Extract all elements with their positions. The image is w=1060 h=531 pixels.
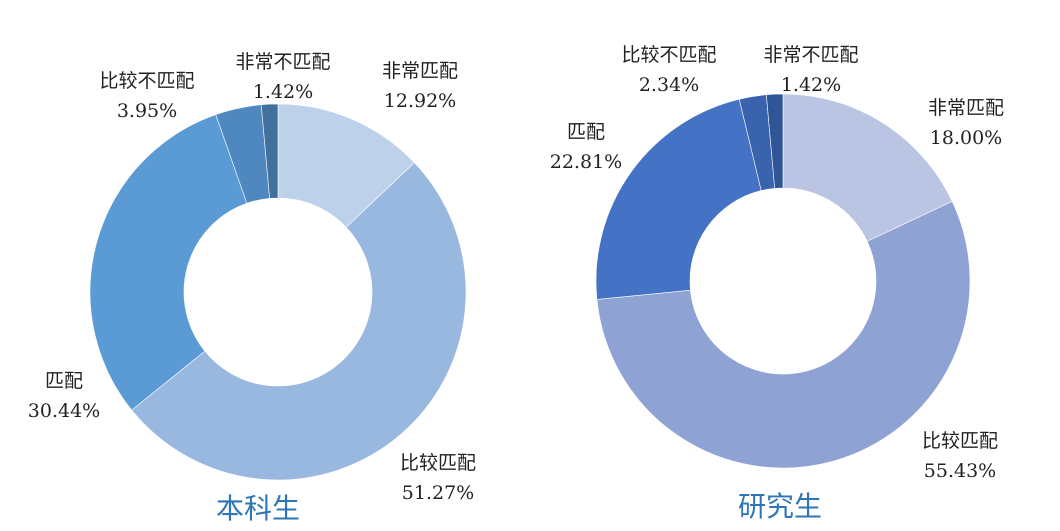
label-value: 3.95% (116, 100, 178, 122)
label-value: 12.92% (383, 90, 457, 112)
donut-slice (260, 103, 279, 199)
donut-slice (595, 98, 762, 300)
donut-slice (131, 162, 467, 481)
label-right-very-match: 非常匹配 18.00% (928, 93, 1004, 153)
label-left-fairly-mismatch: 比较不匹配 3.95% (99, 66, 194, 126)
label-name: 非常不匹配 (235, 51, 331, 73)
label-name: 比较不匹配 (621, 44, 717, 66)
label-value: 55.43% (923, 460, 997, 482)
label-value: 2.34% (638, 74, 700, 96)
label-right-match: 匹配 22.81% (550, 117, 622, 177)
label-name: 比较匹配 (399, 452, 477, 474)
donut-slice (89, 114, 248, 411)
label-value: 1.42% (252, 81, 314, 103)
donut-slice (596, 200, 971, 469)
donut-slice (766, 93, 784, 189)
label-left-match: 匹配 30.44% (28, 366, 100, 426)
label-value: 18.00% (929, 127, 1003, 149)
label-name: 匹配 (44, 370, 84, 392)
label-name: 非常匹配 (927, 97, 1005, 119)
label-left-very-match: 非常匹配 12.92% (382, 56, 458, 116)
label-name: 非常不匹配 (763, 44, 859, 66)
label-name: 比较匹配 (921, 430, 999, 452)
label-right-very-mismatch: 非常不匹配 1.42% (763, 40, 858, 100)
label-value: 1.42% (780, 74, 842, 96)
label-name: 比较不匹配 (99, 70, 195, 92)
label-value: 30.44% (27, 400, 101, 422)
chart-title-undergraduate: 本科生 (215, 492, 301, 525)
label-value: 51.27% (401, 482, 475, 504)
donut-slice (782, 93, 953, 242)
label-right-fairly-mismatch: 比较不匹配 2.34% (621, 40, 716, 100)
chart-title-graduate: 研究生 (737, 490, 823, 523)
donut-chart-undergraduate (89, 103, 467, 481)
label-left-fairly-match: 比较匹配 51.27% (400, 448, 476, 508)
label-value: 22.81% (549, 151, 623, 173)
label-name: 匹配 (566, 121, 606, 143)
label-name: 非常匹配 (381, 60, 459, 82)
label-left-very-mismatch: 非常不匹配 1.42% (235, 47, 330, 107)
label-right-fairly-match: 比较匹配 55.43% (922, 426, 998, 486)
donut-chart-graduate (595, 93, 971, 469)
